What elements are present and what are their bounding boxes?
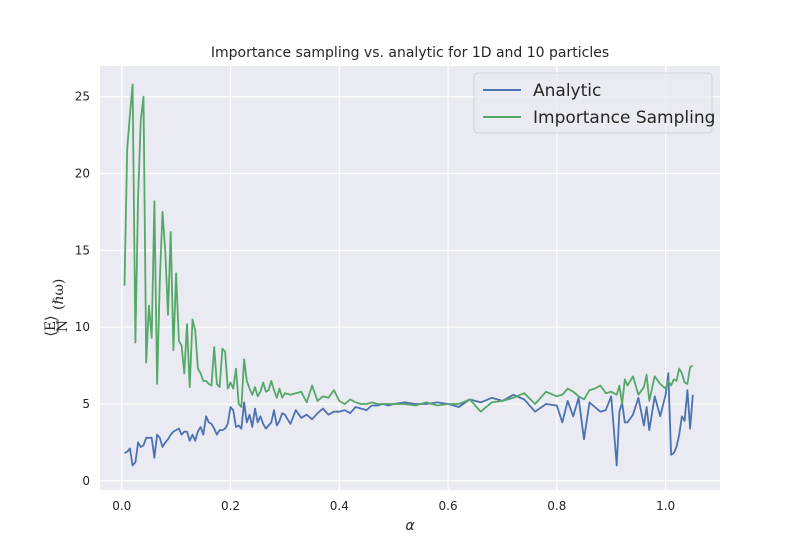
x-tick-label: 1.0 bbox=[656, 499, 675, 513]
x-axis-label: α bbox=[405, 518, 415, 534]
legend: Analytic Importance Sampling bbox=[473, 72, 715, 134]
y-axis-label-denominator: N bbox=[55, 320, 71, 332]
y-axis-label: ⟨E⟩ N (ℏω) bbox=[43, 279, 71, 337]
x-tick-label: 0.2 bbox=[221, 499, 240, 513]
plot-area bbox=[100, 66, 720, 490]
series-line-analytic bbox=[124, 372, 694, 467]
tick-labels: 0.0 0.2 0.4 0.6 0.8 1.0 0 5 10 15 20 25 bbox=[75, 90, 675, 513]
y-tick-label: 10 bbox=[75, 320, 90, 334]
series-lines bbox=[123, 83, 694, 467]
y-tick-label: 15 bbox=[75, 243, 90, 257]
legend-label-analytic: Analytic bbox=[533, 81, 601, 101]
y-tick-label: 25 bbox=[75, 90, 90, 104]
legend-label-importance-sampling: Importance Sampling bbox=[533, 108, 715, 128]
x-tick-label: 0.4 bbox=[330, 499, 349, 513]
x-tick-label: 0.8 bbox=[547, 499, 566, 513]
x-tick-label: 0.6 bbox=[439, 499, 458, 513]
chart-title: Importance sampling vs. analytic for 1D … bbox=[211, 45, 609, 61]
y-axis-label-unit: (ℏω) bbox=[51, 279, 67, 310]
series-line-importance-sampling bbox=[123, 83, 694, 413]
grid bbox=[100, 66, 720, 490]
y-tick-label: 0 bbox=[82, 474, 90, 488]
y-axis-label-numerator: ⟨E⟩ bbox=[43, 315, 59, 336]
y-tick-label: 5 bbox=[82, 397, 90, 411]
legend-box bbox=[473, 72, 713, 134]
x-tick-label: 0.0 bbox=[112, 499, 131, 513]
y-tick-label: 20 bbox=[75, 167, 90, 181]
